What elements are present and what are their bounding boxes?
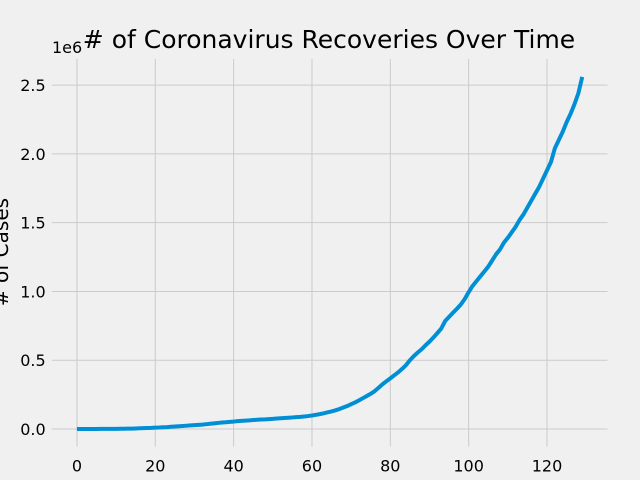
x-tick-label: 60: [302, 457, 322, 476]
x-tick-label: 120: [532, 457, 563, 476]
grid: [51, 59, 608, 447]
y-tick-label: 1.0: [20, 282, 45, 301]
y-tick-label: 1.5: [20, 214, 45, 233]
x-tick-label: 80: [380, 457, 400, 476]
y-offset-label: 1e6: [52, 38, 82, 57]
x-tick-label: 20: [145, 457, 165, 476]
chart-title: # of Coronavirus Recoveries Over Time: [83, 25, 575, 54]
y-tick-label: 0.0: [20, 420, 45, 439]
x-tick-label: 0: [72, 457, 82, 476]
y-axis-label: # of Cases: [0, 198, 13, 306]
y-tick-label: 2.0: [20, 145, 45, 164]
data-line: [76, 76, 585, 431]
x-tick-label: 40: [223, 457, 243, 476]
y-tick-label: 0.5: [20, 351, 45, 370]
y-tick-label: 2.5: [20, 76, 45, 95]
x-tick-label: 100: [453, 457, 484, 476]
